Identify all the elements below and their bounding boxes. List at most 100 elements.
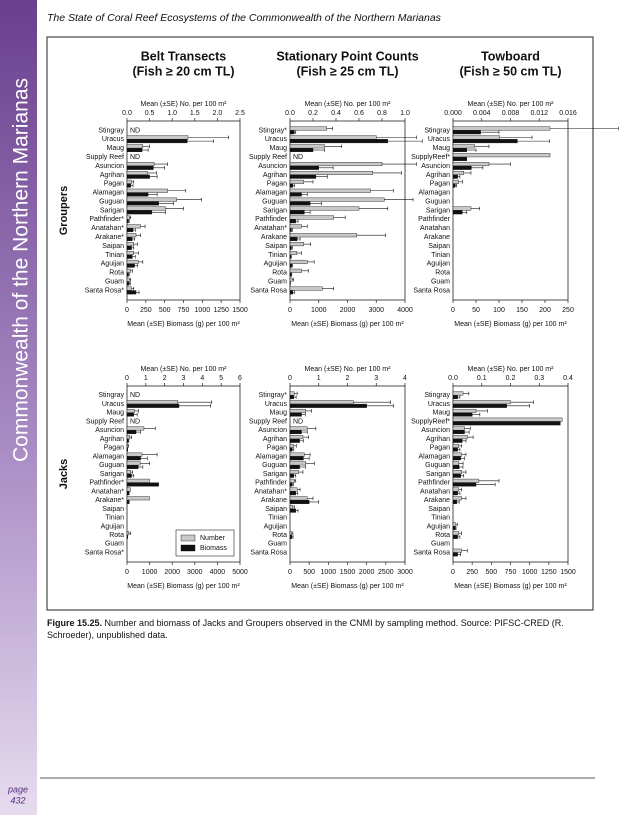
bar <box>452 430 465 435</box>
error-bar <box>292 482 294 487</box>
error-bar <box>293 473 297 478</box>
error-bar <box>130 183 134 188</box>
category-label: Uracus <box>265 401 288 408</box>
error-bar <box>356 233 386 238</box>
bar <box>289 233 357 238</box>
category-label: Guguan <box>425 198 450 205</box>
error-bar <box>133 251 139 255</box>
bar <box>289 473 295 478</box>
x2-tick-label: 3 <box>374 375 378 382</box>
error-bar <box>292 447 295 452</box>
category-label: Agrihan <box>100 172 124 179</box>
x-tick-label: 250 <box>466 569 478 576</box>
category-label: Arakane <box>261 497 287 504</box>
error-bar <box>461 548 468 553</box>
error-bar <box>290 254 292 259</box>
value-label: ND <box>293 418 303 425</box>
error-bar <box>461 496 467 501</box>
error-bar <box>140 456 148 461</box>
column-title: Towboard <box>481 49 540 63</box>
error-bar <box>187 139 214 143</box>
error-bar <box>457 447 461 452</box>
category-label: Stingray* <box>259 127 288 134</box>
category-label: Anatahan* <box>91 488 124 495</box>
x-tick-label: 1250 <box>213 307 229 314</box>
bar <box>289 224 302 229</box>
bar <box>289 482 293 487</box>
bar <box>289 259 308 264</box>
category-label: Pagan <box>104 181 124 188</box>
category-label: Pagan <box>104 445 124 452</box>
bar <box>289 148 314 152</box>
legend-box <box>175 529 235 557</box>
error-bar <box>132 237 135 241</box>
bar <box>289 130 295 135</box>
legend-label: Number <box>200 535 226 542</box>
x2-tick-label: 1.0 <box>400 110 410 117</box>
page-number: 432 <box>10 795 25 805</box>
x2-axis-label: Mean (±SE) No. per 100 m² <box>141 366 228 373</box>
x-tick-label: 4000 <box>210 569 226 576</box>
error-bar <box>178 404 211 408</box>
bar <box>126 228 134 233</box>
category-label: Maug <box>269 145 287 152</box>
bar <box>452 473 461 478</box>
bar <box>126 179 132 184</box>
category-label: Uracus <box>102 136 125 143</box>
error-bar <box>165 206 184 211</box>
error-bar <box>177 400 213 404</box>
bar <box>289 435 304 440</box>
legend-swatch <box>180 544 196 552</box>
error-bar <box>467 435 474 439</box>
category-label: Rota <box>109 532 124 539</box>
category-label: Alamagan <box>255 453 287 460</box>
category-label: Anatahan* <box>254 488 287 495</box>
error-bar <box>461 470 467 474</box>
bar <box>289 461 307 466</box>
category-label: Stingray <box>424 392 450 399</box>
error-bar <box>291 228 293 232</box>
bar <box>289 277 293 282</box>
error-bar <box>303 180 314 184</box>
legend-swatch <box>180 534 196 542</box>
error-bar <box>459 465 464 469</box>
bar <box>126 183 131 188</box>
x-axis-label: Mean (±SE) Biomass (g) per 100 m² <box>454 321 567 328</box>
bar <box>126 233 137 238</box>
error-bar <box>167 188 187 193</box>
x-axis-label: Mean (±SE) Biomass (g) per 100 m² <box>291 583 404 590</box>
bar <box>289 491 296 496</box>
bar <box>452 456 461 461</box>
category-label: Pagan <box>267 445 287 452</box>
error-bar <box>143 426 156 431</box>
x-tick-label: 2000 <box>340 307 356 314</box>
error-bar <box>153 166 165 170</box>
bar <box>126 224 141 229</box>
x-tick-label: 1500 <box>340 569 356 576</box>
error-bar <box>304 452 311 457</box>
bar <box>126 482 159 487</box>
error-bar <box>296 251 302 255</box>
error-bar <box>461 452 467 457</box>
error-bar <box>129 215 131 220</box>
x2-axis-label: Mean (±SE) No. per 100 m² <box>141 101 228 108</box>
error-bar <box>136 430 141 434</box>
error-bar <box>476 482 496 487</box>
bar <box>289 242 305 247</box>
error-bar <box>128 531 132 536</box>
bar <box>289 170 374 175</box>
category-label: Guguan <box>262 198 287 205</box>
bar <box>289 174 317 179</box>
category-label: Guam <box>105 279 124 286</box>
error-bar <box>458 444 462 448</box>
bar <box>289 188 371 193</box>
x-tick-label: 150 <box>516 307 528 314</box>
category-label: Stingray <box>424 127 450 134</box>
bar <box>452 435 468 440</box>
error-bar <box>188 135 229 140</box>
caption-label: Figure 15.25. <box>47 618 103 628</box>
error-bar <box>301 412 306 417</box>
bar <box>126 452 143 457</box>
error-bar <box>147 171 157 175</box>
